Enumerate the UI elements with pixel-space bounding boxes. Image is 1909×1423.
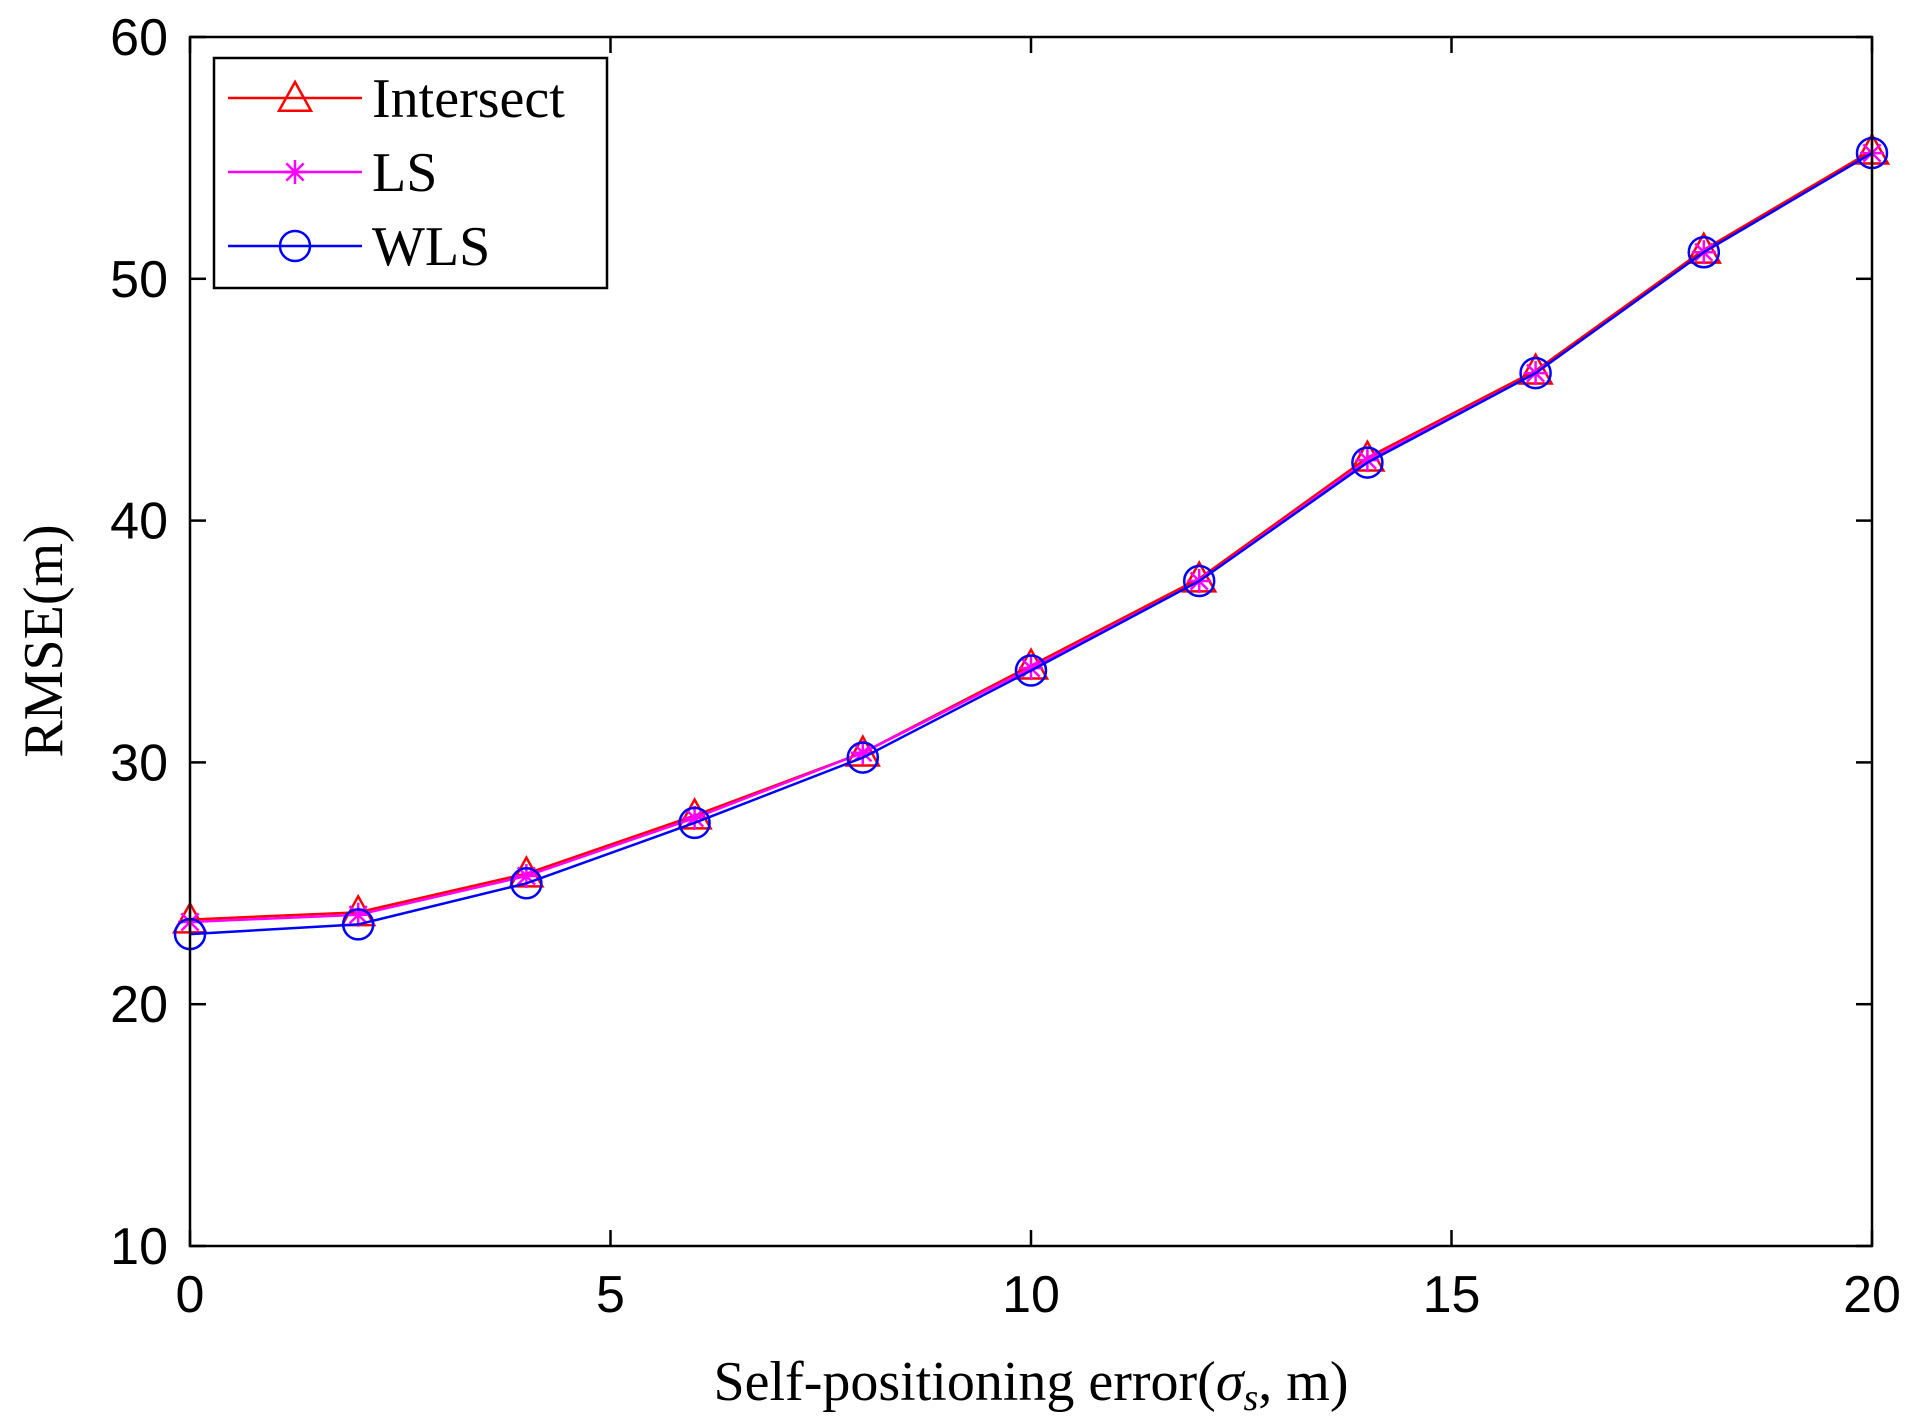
data-point-wls bbox=[846, 741, 880, 774]
y-axis-title: RMSE(m) bbox=[13, 524, 75, 757]
y-tick-label: 50 bbox=[110, 251, 168, 309]
data-point-ls bbox=[346, 902, 371, 927]
legend-item-ls: LS bbox=[228, 142, 437, 204]
legend-label: WLS bbox=[372, 216, 490, 278]
y-tick-label: 30 bbox=[110, 734, 168, 792]
data-point-wls bbox=[510, 867, 543, 900]
legend-marker bbox=[278, 229, 312, 263]
legend: Intersect LS WLS bbox=[212, 56, 609, 290]
data-point-wls bbox=[678, 806, 711, 840]
legend-item-intersect: Intersect bbox=[228, 68, 565, 130]
y-tick-label: 60 bbox=[110, 9, 168, 67]
data-point-wls bbox=[1351, 446, 1384, 479]
legend-marker bbox=[276, 79, 314, 113]
x-tick-label: 20 bbox=[1843, 1266, 1901, 1324]
data-point-wls bbox=[1519, 356, 1552, 390]
data-point-ls bbox=[1355, 448, 1380, 473]
data-point-wls bbox=[1182, 564, 1216, 598]
data-point-wls bbox=[1687, 235, 1721, 269]
legend-label: Intersect bbox=[372, 68, 565, 130]
x-tick-label: 10 bbox=[1002, 1266, 1060, 1324]
data-point-intersect bbox=[844, 734, 881, 767]
data-point-wls bbox=[341, 908, 375, 941]
x-tick-label: 0 bbox=[176, 1266, 205, 1324]
ticks-group: 0 5 10 15 20 10 20 30 40 50 60 bbox=[110, 9, 1901, 1324]
y-tick-label: 20 bbox=[110, 976, 168, 1034]
legend-marker bbox=[283, 160, 307, 184]
x-axis-title: Self-positioning error(σs, m) bbox=[714, 1351, 1349, 1419]
series-line-wls bbox=[189, 151, 1873, 936]
data-point-wls bbox=[1014, 654, 1048, 687]
y-tick-label: 10 bbox=[110, 1218, 168, 1276]
x-tick-label: 15 bbox=[1423, 1266, 1481, 1324]
legend-item-wls: WLS bbox=[228, 216, 490, 278]
legend-label: LS bbox=[372, 142, 437, 204]
data-point-ls bbox=[1019, 656, 1043, 681]
series-group bbox=[171, 132, 1891, 951]
x-tick-label: 5 bbox=[596, 1266, 625, 1324]
y-tick-label: 40 bbox=[110, 493, 168, 551]
